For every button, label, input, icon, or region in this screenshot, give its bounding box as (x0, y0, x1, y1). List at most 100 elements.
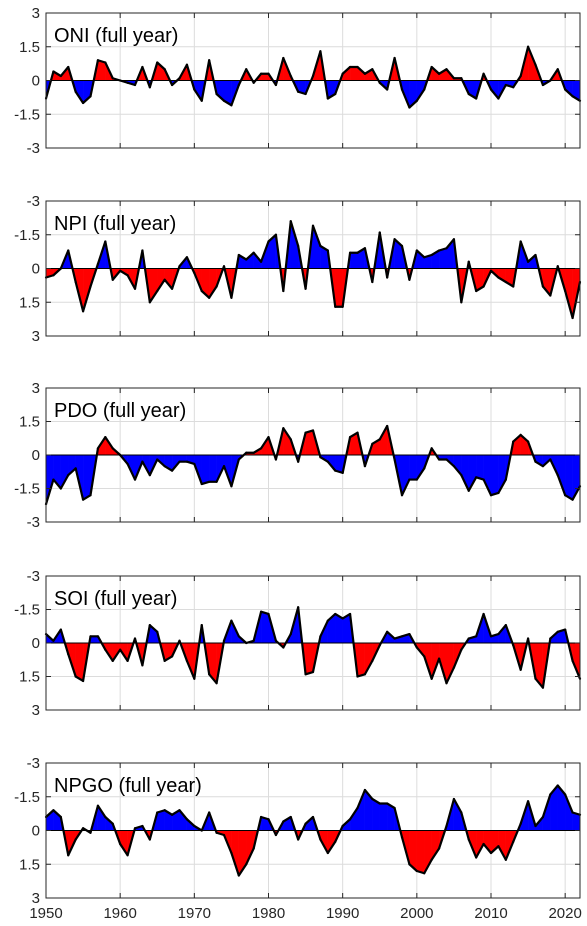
data-point (519, 822, 522, 825)
data-point (452, 465, 456, 468)
data-point (386, 630, 389, 633)
data-point (408, 106, 411, 109)
data-point (170, 813, 174, 816)
x-tick-label: 1990 (326, 905, 359, 922)
data-point (489, 494, 493, 497)
data-point (215, 480, 218, 483)
data-point (111, 822, 114, 825)
data-point (541, 815, 545, 819)
data-point (519, 668, 522, 671)
data-point (96, 447, 100, 450)
data-point (519, 240, 522, 243)
data-point (341, 305, 344, 308)
data-point (363, 788, 367, 792)
negative-area-segment (564, 454, 573, 501)
data-point (549, 79, 552, 82)
data-point (564, 628, 567, 631)
data-point (393, 458, 396, 461)
y-tick-label: -1.5 (14, 481, 40, 498)
data-point (111, 77, 114, 80)
data-point (363, 465, 367, 468)
data-point (193, 88, 196, 91)
data-point (363, 72, 367, 75)
data-point (319, 50, 322, 53)
data-point (89, 494, 92, 497)
data-point (549, 637, 552, 640)
data-point (541, 465, 545, 468)
positive-area-segment (305, 430, 314, 456)
data-point (67, 249, 70, 252)
data-point (274, 458, 278, 461)
data-point (556, 68, 559, 71)
data-point (564, 494, 567, 497)
data-point (96, 804, 100, 807)
data-point (126, 274, 129, 277)
negative-area-segment (349, 252, 358, 269)
data-point (348, 818, 352, 821)
data-point (564, 289, 567, 293)
data-point (304, 673, 307, 676)
data-point (400, 244, 404, 248)
y-tick-label: 1.5 (19, 856, 40, 873)
data-point (371, 68, 374, 71)
data-point (437, 657, 441, 660)
data-point (230, 485, 233, 488)
data-point (222, 639, 226, 642)
data-point (267, 818, 270, 821)
data-point (81, 310, 85, 313)
y-tick-label: -3 (27, 755, 40, 772)
data-point (311, 670, 315, 674)
data-point (334, 469, 337, 472)
data-point (81, 101, 85, 105)
negative-area-segment (490, 454, 499, 496)
data-point (415, 646, 418, 649)
y-tick-label: -1.5 (14, 789, 40, 806)
data-point (274, 233, 278, 236)
data-point (245, 641, 248, 645)
data-point (245, 68, 248, 71)
data-point (208, 673, 211, 676)
data-point (126, 854, 129, 857)
data-point (378, 802, 381, 805)
data-point (59, 487, 62, 490)
positive-area-segment (498, 830, 507, 860)
y-tick-label: -3 (27, 514, 40, 531)
y-tick-label: 0 (32, 635, 40, 652)
data-point (89, 285, 92, 288)
data-point (556, 784, 559, 787)
data-point (230, 619, 233, 622)
data-point (497, 632, 500, 636)
data-point (386, 276, 389, 279)
data-point (348, 612, 352, 616)
data-point (252, 639, 255, 642)
data-point (89, 95, 92, 98)
data-point (141, 460, 144, 463)
positive-area-segment (416, 830, 425, 874)
data-point (163, 659, 166, 662)
data-point (445, 68, 448, 71)
data-point (74, 90, 77, 93)
y-tick-label: 0 (32, 261, 40, 278)
data-point (571, 316, 574, 320)
data-point (386, 802, 389, 805)
data-point (408, 863, 411, 866)
negative-area-segment (208, 454, 217, 482)
panel-title: SOI (full year) (54, 588, 177, 610)
data-point (163, 465, 166, 468)
y-tick-label: -1.5 (14, 227, 40, 244)
data-point (512, 440, 515, 443)
data-point (245, 258, 248, 261)
data-point (133, 287, 137, 290)
data-point (81, 679, 85, 683)
data-point (267, 612, 270, 616)
data-point (437, 847, 441, 850)
data-point (460, 474, 463, 477)
data-point (504, 83, 507, 87)
data-point (156, 61, 159, 64)
data-point (267, 436, 270, 439)
data-point (178, 460, 181, 463)
data-point (497, 491, 500, 495)
data-point (178, 77, 181, 80)
data-point (148, 624, 151, 627)
data-point (452, 797, 456, 801)
